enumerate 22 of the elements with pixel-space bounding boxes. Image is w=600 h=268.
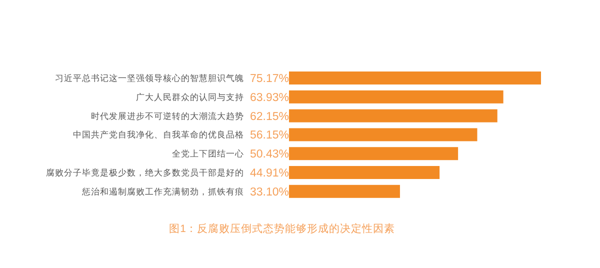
data-label: 50.43% (250, 148, 290, 161)
bar (289, 109, 498, 122)
data-label: 33.10% (250, 186, 290, 198)
data-label: 62.15% (250, 110, 290, 123)
caption: 图1：反腐败压倒式态势能够形成的决定性因素 (169, 222, 395, 235)
data-label: 56.15% (250, 130, 290, 142)
data-label: 75.17% (250, 73, 290, 85)
y-tick-label: 中国共产党自我净化、自我革命的优良品格 (73, 130, 244, 140)
bar (289, 128, 478, 142)
y-tick-label: 惩治和遏制腐败工作充满韧劲，抓铁有痕 (81, 186, 244, 196)
y-tick-label: 腐败分子毕竟是极少数，绝大多数党员干部是好的 (46, 168, 244, 178)
data-label: 63.93% (250, 92, 290, 104)
bar (289, 72, 541, 84)
y-tick-label: 习近平总书记这一坚强领导核心的智慧胆识气魄 (55, 73, 244, 83)
bar (289, 184, 400, 198)
bar (289, 90, 504, 104)
bar (289, 166, 440, 179)
data-label: 44.91% (250, 168, 290, 180)
bar (289, 147, 458, 160)
y-tick-label: 全党上下团结一心 (172, 148, 244, 159)
y-tick-label: 广大人民群众的认同与支持 (136, 92, 244, 102)
y-tick-label: 时代发展进步不可逆转的大潮流大趋势 (91, 110, 244, 121)
